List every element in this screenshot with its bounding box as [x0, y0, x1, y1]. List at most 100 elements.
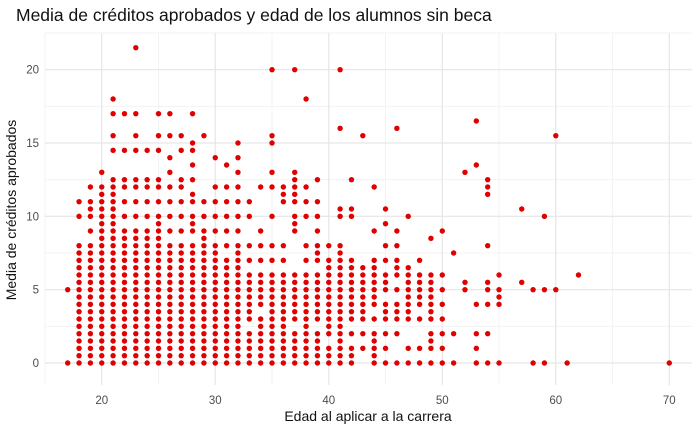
data-point [189, 228, 196, 234]
data-point [76, 257, 82, 264]
data-point [223, 352, 230, 359]
data-point [178, 147, 184, 154]
data-point [99, 338, 105, 344]
data-point [178, 308, 184, 315]
data-point [110, 213, 116, 220]
data-point [212, 264, 218, 271]
data-point [484, 360, 491, 366]
data-point [155, 360, 162, 366]
data-point [360, 279, 366, 286]
data-point [87, 323, 94, 330]
data-point [303, 286, 309, 293]
data-point [326, 242, 332, 249]
data-point [223, 294, 230, 300]
data-point [473, 345, 480, 352]
data-point [87, 330, 94, 337]
data-point [371, 286, 377, 293]
x-tick-label: 40 [322, 395, 335, 407]
data-point [110, 360, 116, 366]
data-point [167, 294, 173, 300]
data-point [280, 301, 287, 308]
data-point [110, 352, 116, 359]
data-point [201, 338, 207, 344]
data-point [280, 184, 287, 190]
data-point [519, 206, 525, 212]
data-point [121, 279, 128, 286]
data-point [235, 316, 241, 322]
data-point [155, 272, 162, 278]
data-point [76, 316, 82, 322]
data-point [133, 286, 139, 293]
data-point [167, 323, 173, 330]
data-point [314, 316, 321, 322]
data-point [201, 286, 207, 293]
data-point [439, 228, 445, 234]
data-point [223, 323, 230, 330]
data-point [167, 279, 173, 286]
data-point [428, 308, 434, 315]
data-point [155, 213, 162, 220]
data-point [416, 345, 423, 352]
data-point [269, 301, 275, 308]
data-point [269, 213, 275, 220]
data-point [133, 44, 139, 51]
data-point [292, 294, 298, 300]
data-point [110, 191, 116, 198]
data-point [382, 301, 389, 308]
data-point [484, 279, 491, 286]
data-point [144, 323, 150, 330]
data-point [416, 257, 423, 264]
data-point [371, 228, 377, 234]
data-point [178, 338, 184, 344]
data-point [178, 323, 184, 330]
data-point [99, 264, 105, 271]
data-point [167, 228, 173, 234]
data-point [99, 272, 105, 278]
data-point [382, 206, 389, 212]
data-point [133, 316, 139, 322]
data-point [212, 257, 218, 264]
data-point [235, 323, 241, 330]
data-point [189, 279, 196, 286]
data-point [428, 279, 434, 286]
data-point [337, 66, 343, 73]
data-point [292, 345, 298, 352]
data-point [110, 220, 116, 227]
data-point [314, 250, 321, 256]
data-point [303, 360, 309, 366]
data-point [235, 338, 241, 344]
data-point [257, 184, 264, 190]
data-point [223, 162, 230, 168]
data-point [235, 242, 241, 249]
data-point [371, 330, 377, 337]
data-point [348, 213, 355, 220]
data-point [144, 250, 150, 256]
data-point [405, 308, 411, 315]
data-point [314, 286, 321, 293]
data-point [360, 264, 366, 271]
data-point [269, 140, 275, 146]
data-point [337, 330, 343, 337]
data-point [257, 279, 264, 286]
data-point [144, 198, 150, 205]
data-point [178, 286, 184, 293]
data-point [303, 257, 309, 264]
data-point [371, 301, 377, 308]
data-point [292, 286, 298, 293]
data-point [292, 279, 298, 286]
data-point [201, 272, 207, 278]
data-point [99, 169, 105, 176]
data-point [303, 330, 309, 337]
data-point [99, 308, 105, 315]
data-point [155, 352, 162, 359]
data-point [133, 345, 139, 352]
y-tick-label: 15 [26, 138, 39, 150]
data-point [155, 235, 162, 242]
data-point [87, 228, 94, 234]
data-point [189, 176, 196, 183]
data-point [280, 330, 287, 337]
data-point [155, 345, 162, 352]
data-point [201, 213, 207, 220]
data-point [348, 176, 355, 183]
data-point [144, 176, 150, 183]
